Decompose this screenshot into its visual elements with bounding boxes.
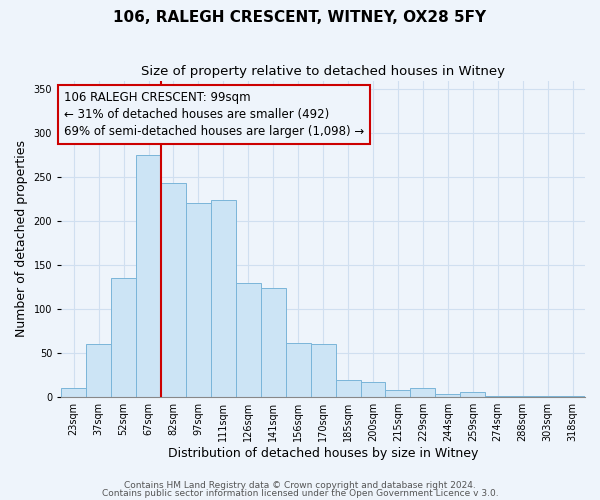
Bar (211, 200, 236, 397)
Bar (86, 344, 111, 397)
Bar (460, 392, 485, 397)
Bar (311, 344, 335, 397)
Text: Contains public sector information licensed under the Open Government Licence v : Contains public sector information licen… (101, 488, 499, 498)
Y-axis label: Number of detached properties: Number of detached properties (15, 140, 28, 338)
Bar (361, 382, 385, 397)
Bar (261, 288, 286, 397)
Text: 106 RALEGH CRESCENT: 99sqm
← 31% of detached houses are smaller (492)
69% of sem: 106 RALEGH CRESCENT: 99sqm ← 31% of deta… (64, 91, 364, 138)
Text: Contains HM Land Registry data © Crown copyright and database right 2024.: Contains HM Land Registry data © Crown c… (124, 481, 476, 490)
Bar (510, 396, 535, 397)
Text: 106, RALEGH CRESCENT, WITNEY, OX28 5FY: 106, RALEGH CRESCENT, WITNEY, OX28 5FY (113, 10, 487, 25)
Bar (436, 394, 460, 397)
Title: Size of property relative to detached houses in Witney: Size of property relative to detached ho… (141, 65, 505, 78)
Bar (385, 390, 410, 397)
Bar (61, 388, 86, 397)
Bar (111, 278, 136, 397)
Bar (136, 156, 161, 397)
X-axis label: Distribution of detached houses by size in Witney: Distribution of detached houses by size … (168, 447, 478, 460)
Bar (286, 342, 311, 397)
Bar (161, 184, 186, 397)
Bar (485, 396, 510, 397)
Bar (186, 203, 211, 397)
Bar (535, 396, 560, 397)
Bar (236, 283, 261, 397)
Bar (560, 396, 585, 397)
Bar (410, 388, 436, 397)
Bar (335, 380, 361, 397)
